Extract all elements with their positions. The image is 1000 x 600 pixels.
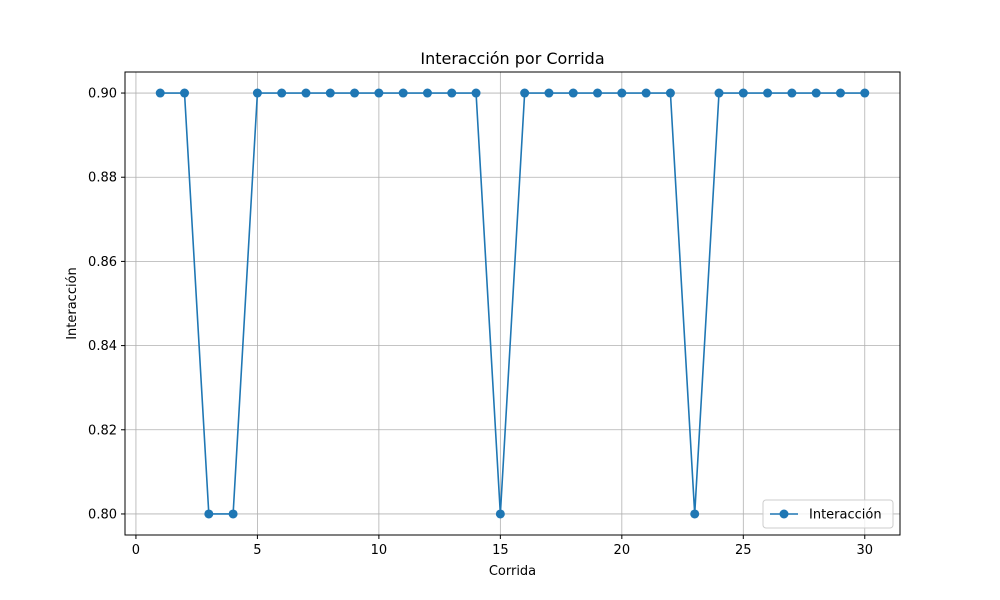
data-point <box>447 88 457 98</box>
data-point <box>568 88 578 98</box>
data-point <box>763 88 773 98</box>
grid <box>125 72 900 535</box>
data-point <box>520 88 530 98</box>
y-axis-label: Interacción <box>65 267 80 340</box>
x-tick-label: 5 <box>253 543 261 558</box>
data-point <box>690 509 700 519</box>
x-tick-label: 0 <box>132 543 140 558</box>
legend: Interacción <box>762 499 894 529</box>
data-point <box>180 88 190 98</box>
data-point <box>860 88 870 98</box>
data-point <box>811 88 821 98</box>
y-tick-label: 0.82 <box>88 423 117 438</box>
data-point <box>155 88 165 98</box>
data-point <box>544 88 554 98</box>
data-point <box>252 88 262 98</box>
data-point <box>593 88 603 98</box>
data-point <box>228 509 238 519</box>
x-tick-label: 30 <box>856 543 873 558</box>
data-point <box>495 509 505 519</box>
plot-frame <box>124 71 901 536</box>
legend-box <box>762 499 894 529</box>
y-tick-label: 0.80 <box>88 507 117 522</box>
data-point <box>277 88 287 98</box>
x-tick-label: 15 <box>492 543 509 558</box>
data-point <box>714 88 724 98</box>
data-point <box>422 88 432 98</box>
data-point <box>471 88 481 98</box>
chart-title: Interacción por Corrida <box>420 49 604 68</box>
data-point <box>738 88 748 98</box>
y-tick-label: 0.90 <box>88 87 117 102</box>
x-tick-label: 10 <box>371 543 388 558</box>
series-layer <box>155 88 870 519</box>
data-point <box>617 88 627 98</box>
y-tick-label: 0.86 <box>88 255 117 270</box>
legend-label: Interacción <box>809 508 882 523</box>
data-point <box>374 88 384 98</box>
x-axis-label: Corrida <box>489 564 536 579</box>
data-point <box>204 509 214 519</box>
data-point <box>350 88 360 98</box>
legend-marker-sample <box>779 509 789 519</box>
x-tick-label: 25 <box>735 543 752 558</box>
x-tick-label: 20 <box>614 543 631 558</box>
data-point <box>325 88 335 98</box>
y-tick-label: 0.84 <box>88 339 117 354</box>
data-point <box>641 88 651 98</box>
data-point <box>398 88 408 98</box>
data-point <box>787 88 797 98</box>
y-tick-label: 0.88 <box>88 171 117 186</box>
data-point <box>835 88 845 98</box>
data-point <box>665 88 675 98</box>
data-point <box>301 88 311 98</box>
ticks: 0 5 10 15 20 25 30 0.80 0.82 0.84 0.86 0.88 0.90 <box>88 87 873 558</box>
